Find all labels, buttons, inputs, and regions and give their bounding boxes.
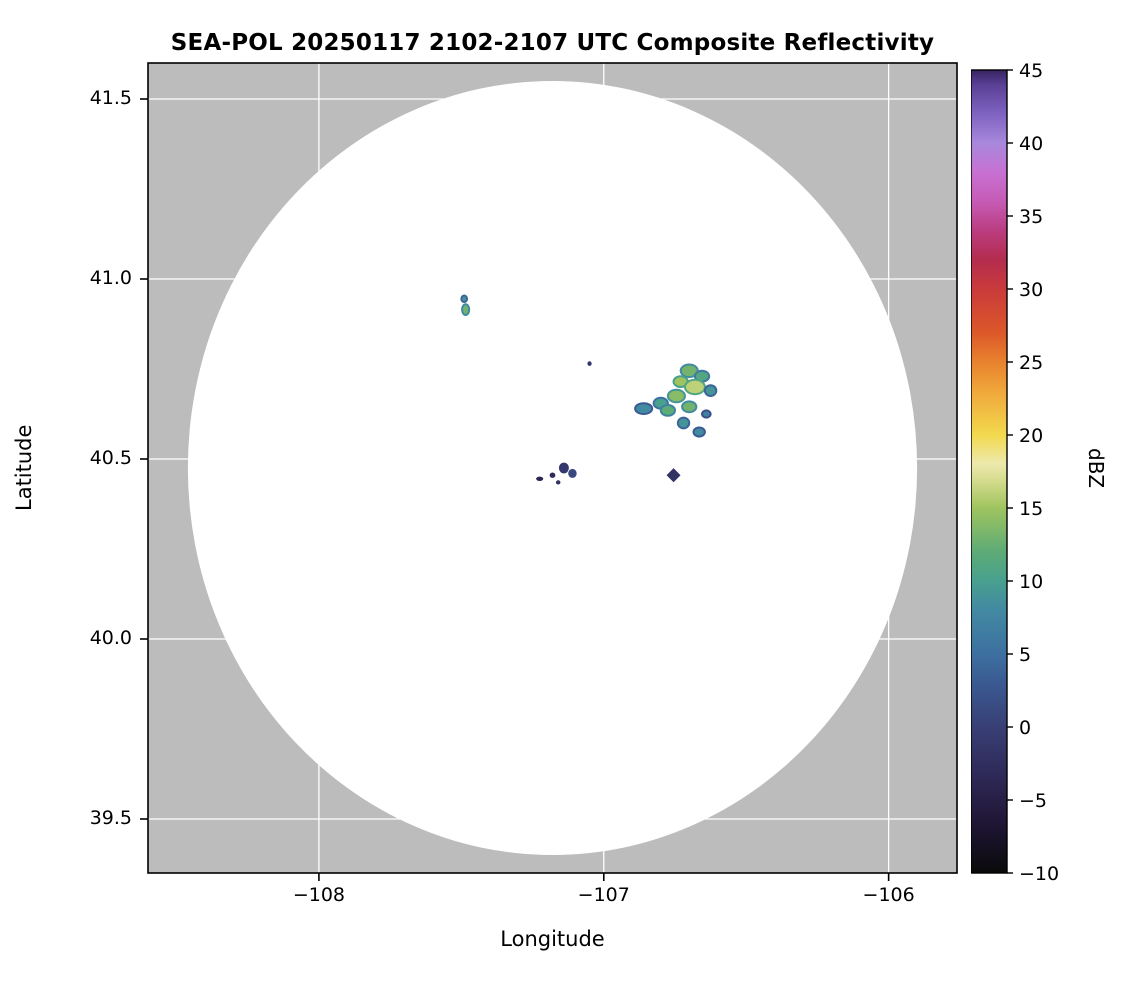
radar-echo bbox=[549, 472, 556, 478]
colorbar-tick-label: 20 bbox=[1019, 425, 1043, 447]
radar-echo bbox=[703, 384, 718, 398]
colorbar-tick-label: 5 bbox=[1019, 644, 1031, 666]
radar-echo bbox=[558, 462, 569, 474]
radar-echo bbox=[568, 468, 577, 478]
radar-echo bbox=[634, 402, 654, 416]
colorbar-tick-label: −5 bbox=[1019, 790, 1047, 812]
colorbar-tick-label: −10 bbox=[1019, 863, 1059, 883]
radar-echo bbox=[536, 476, 544, 481]
y-tick-label: 39.5 bbox=[89, 807, 132, 829]
x-tick-label: −108 bbox=[292, 884, 345, 906]
colorbar-tick-label: 30 bbox=[1019, 279, 1043, 301]
colorbar-label: dBZ bbox=[1084, 447, 1108, 489]
colorbar-tick-label: 25 bbox=[1019, 352, 1043, 374]
colorbar-frame bbox=[971, 69, 1008, 874]
colorbar-tick-label: 35 bbox=[1019, 206, 1043, 228]
radar-echo bbox=[587, 361, 592, 366]
colorbar: −10 −5 0 5 10 15 20 25 30 35 40 45 bbox=[971, 60, 1059, 883]
colorbar-tick-label: 15 bbox=[1019, 498, 1043, 520]
radar-echo bbox=[666, 388, 686, 404]
colorbar-tick-label: 40 bbox=[1019, 133, 1043, 155]
chart-title: SEA-POL 20250117 2102-2107 UTC Composite… bbox=[170, 30, 935, 56]
radar-echo bbox=[692, 426, 706, 438]
colorbar-tick-label: 45 bbox=[1019, 60, 1043, 82]
x-tick-label: −107 bbox=[577, 884, 630, 906]
colorbar-tick-label: 0 bbox=[1019, 717, 1031, 739]
y-tick-label: 41.5 bbox=[89, 87, 132, 109]
plot-frame bbox=[147, 62, 958, 874]
radar-echo bbox=[659, 404, 676, 417]
radar-echo bbox=[460, 294, 469, 304]
radar-coverage-circle bbox=[187, 81, 918, 855]
colorbar-tick-label: 10 bbox=[1019, 571, 1043, 593]
x-tick-label: −106 bbox=[862, 884, 915, 906]
x-axis-label: Longitude bbox=[500, 927, 605, 951]
radar-echo bbox=[683, 378, 706, 396]
colorbar-gradient bbox=[971, 70, 1007, 873]
y-tick-label: 40.5 bbox=[89, 447, 132, 469]
y-tick-label: 40.0 bbox=[89, 627, 132, 649]
radar-map bbox=[140, 62, 958, 881]
radar-echo bbox=[666, 468, 681, 483]
radar-echo bbox=[461, 303, 471, 317]
radar-echo bbox=[681, 400, 698, 414]
y-tick-label: 41.0 bbox=[89, 267, 132, 289]
radar-echo bbox=[676, 416, 691, 430]
radar-echo bbox=[701, 409, 712, 419]
radar-echo bbox=[555, 480, 561, 485]
